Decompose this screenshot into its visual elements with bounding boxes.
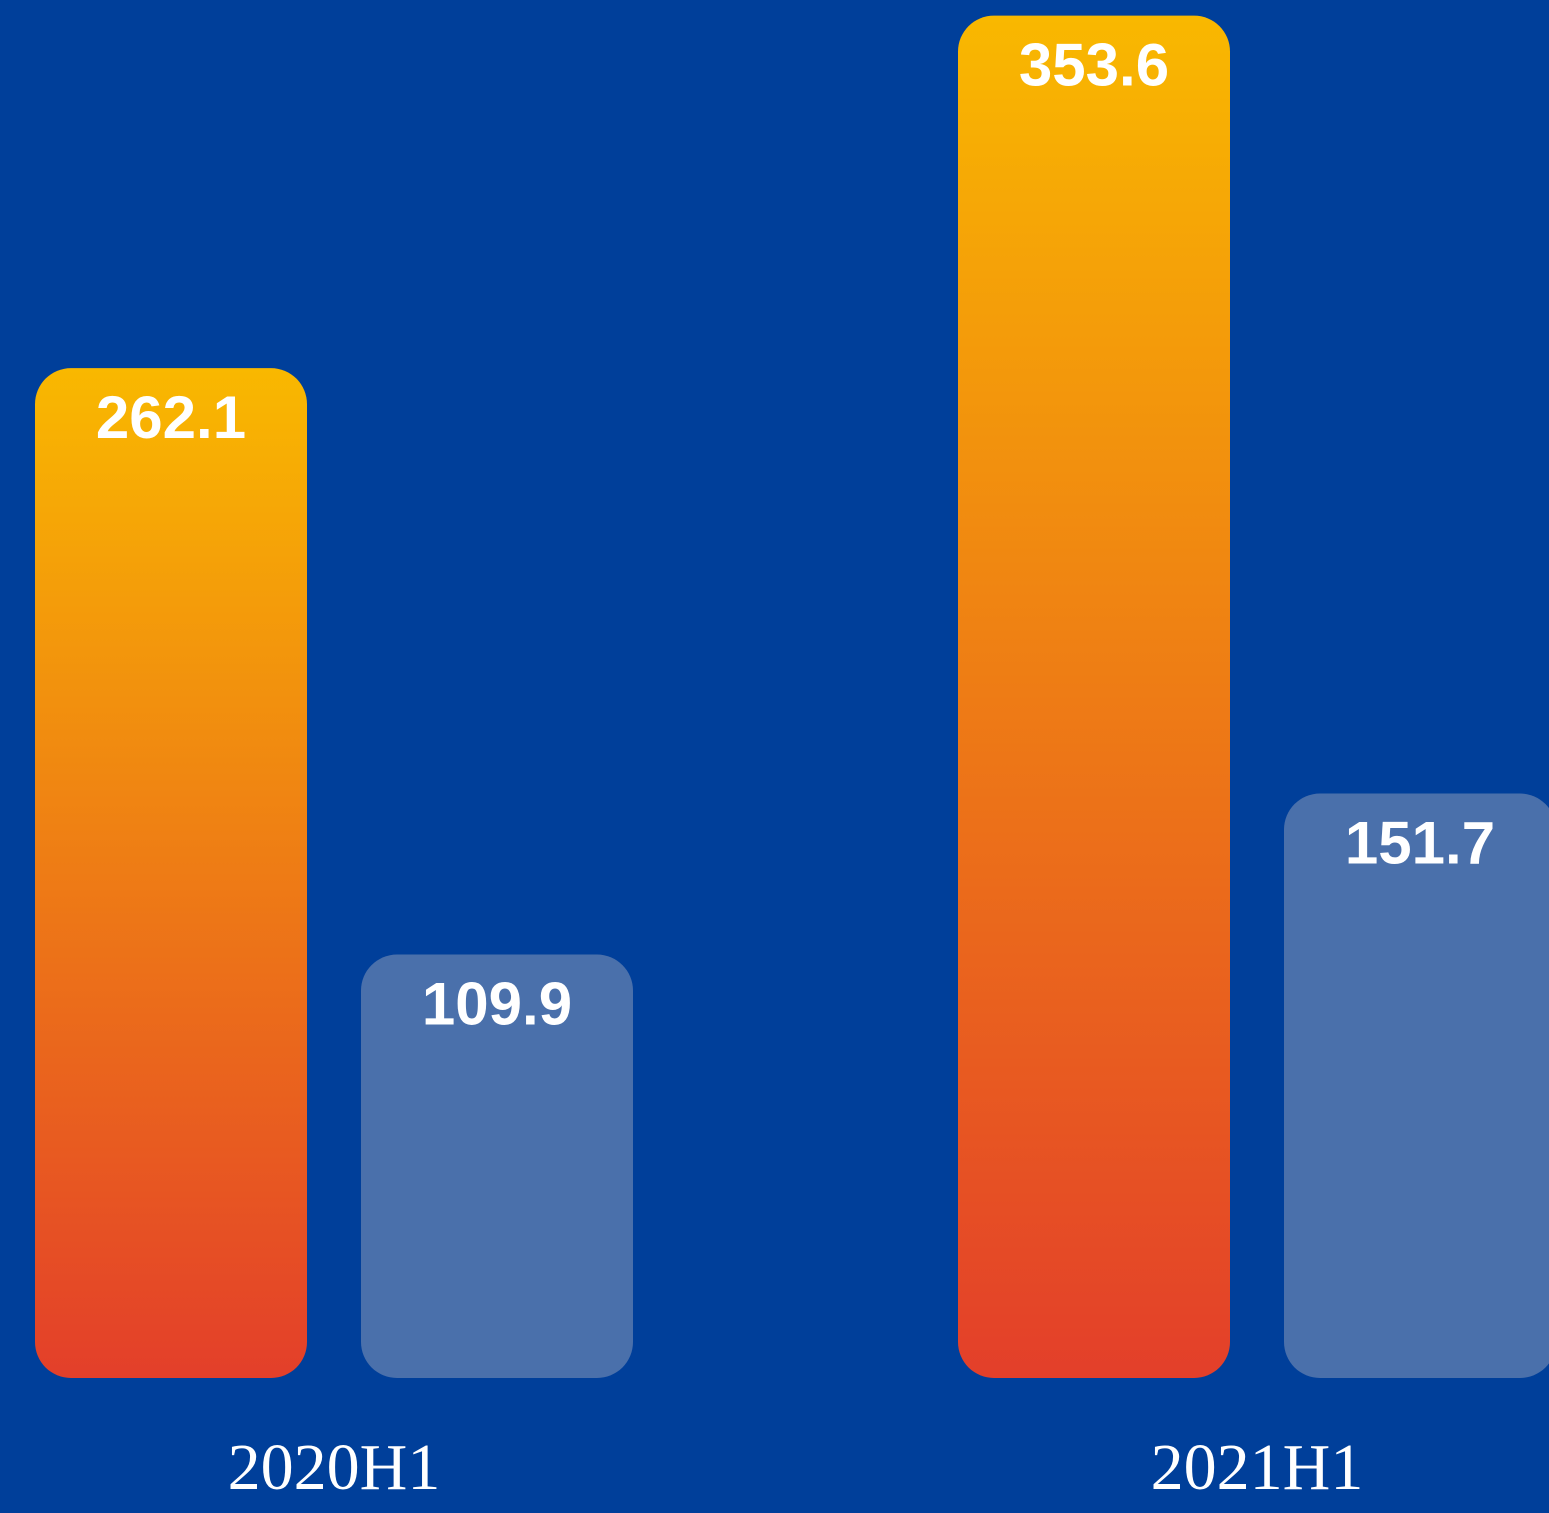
value-label: 353.6	[1019, 31, 1169, 98]
bar	[958, 15, 1230, 1378]
bar	[361, 954, 633, 1378]
category-label: 2021H1	[1151, 1431, 1364, 1504]
value-label: 109.9	[422, 970, 572, 1037]
category-label: 2020H1	[228, 1431, 441, 1504]
value-label: 262.1	[96, 384, 246, 451]
bar	[35, 368, 307, 1379]
value-label: 151.7	[1345, 809, 1495, 876]
bar	[1284, 793, 1549, 1378]
